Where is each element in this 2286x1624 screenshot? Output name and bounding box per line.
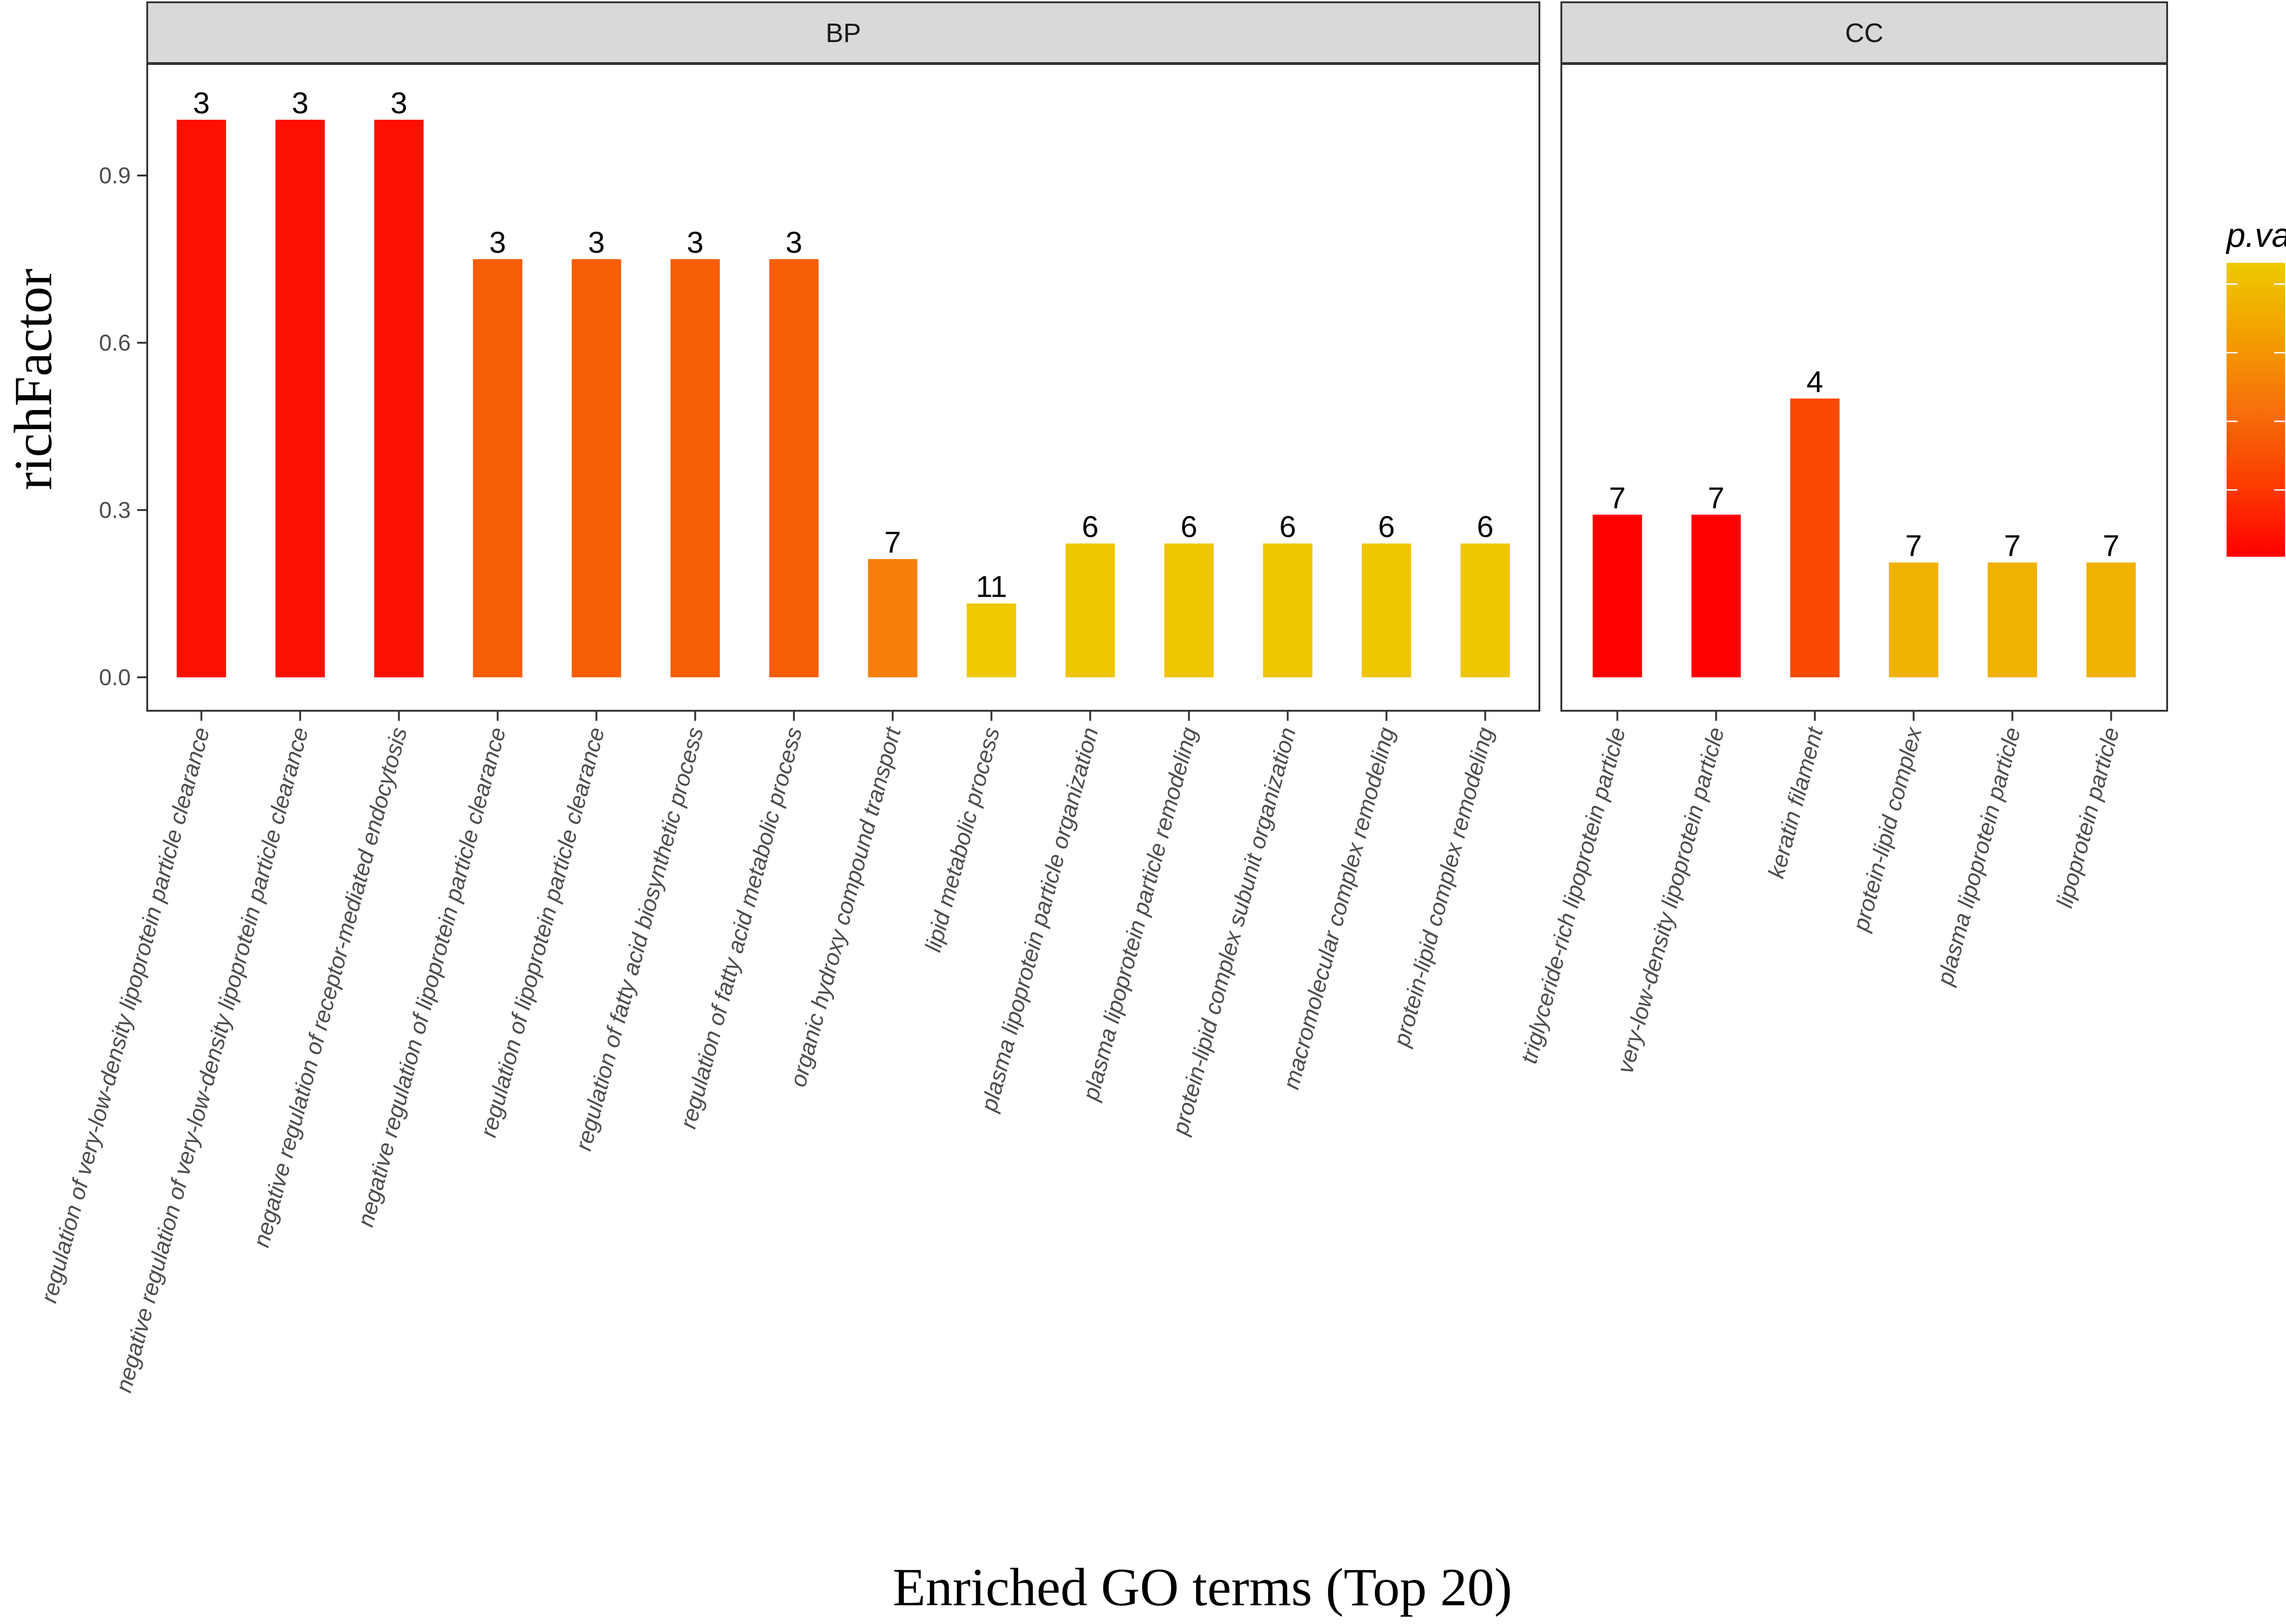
pvalue-legend: p.value 1e-042e-043e-044e-04 — [2226, 216, 2286, 557]
bar — [1889, 562, 1939, 677]
x-tick-label: keratin filament — [1763, 724, 1828, 881]
x-tick-label: plasma lipoprotein particle organization — [976, 724, 1103, 1115]
bar-count-label: 6 — [1477, 510, 1494, 543]
x-tick-label: regulation of very-low-density lipoprote… — [36, 724, 214, 1305]
x-tick-label: organic hydroxy compound transport — [785, 724, 906, 1089]
bar — [1065, 543, 1115, 677]
bar — [473, 259, 523, 677]
facet-panel-bp: BP 3 regulation of very-low-density lipopr… — [36, 1, 1540, 1395]
bar — [967, 603, 1016, 677]
x-tick-label: negative regulation of very-low-density … — [111, 724, 313, 1395]
bar — [1691, 514, 1741, 677]
x-tick-label: triglyceride-rich lipoprotein particle — [1516, 724, 1630, 1066]
bar-count-label: 3 — [785, 225, 802, 259]
x-axis-title: Enriched GO terms (Top 20) — [893, 1557, 1512, 1617]
y-tick-label: 0.9 — [99, 163, 131, 188]
y-axis-title: richFactor — [3, 269, 63, 490]
y-tick-label: 0.6 — [99, 330, 131, 356]
facet-strip-label: BP — [826, 18, 861, 48]
bar — [1263, 543, 1313, 677]
x-tick-label: regulation of fatty acid metabolic proce… — [675, 724, 807, 1131]
bar — [1460, 543, 1510, 677]
facet-strip-label: CC — [1845, 18, 1884, 48]
bar-count-label: 3 — [390, 86, 407, 120]
y-tick-label: 0.0 — [99, 665, 131, 690]
legend-colorbar — [2227, 263, 2285, 557]
bar-count-label: 6 — [1082, 510, 1099, 543]
x-tick-label: protein-lipid complex — [1848, 724, 1927, 934]
bar-count-label: 3 — [292, 86, 309, 120]
bar-count-label: 6 — [1279, 510, 1296, 543]
x-tick-label: plasma lipoprotein particle — [1932, 724, 2025, 988]
bar — [2086, 562, 2136, 677]
bar-count-label: 7 — [2004, 529, 2021, 563]
bar — [1592, 514, 1642, 677]
bar-count-label: 7 — [1609, 481, 1626, 515]
bar — [176, 119, 226, 677]
bar — [1790, 398, 1840, 677]
bar — [868, 559, 918, 677]
bar-count-label: 4 — [1806, 365, 1823, 399]
bar-count-label: 3 — [687, 225, 704, 259]
bar — [769, 259, 819, 677]
bar-count-label: 6 — [1180, 510, 1197, 543]
y-axis: 0.0 0.3 0.6 0.9 — [99, 163, 147, 690]
x-tick-label: lipoprotein particle — [2051, 724, 2124, 910]
bar-count-label: 3 — [193, 86, 210, 120]
bar — [1362, 543, 1411, 677]
x-tick-label: very-low-density lipoprotein particle — [1612, 724, 1729, 1076]
bar — [670, 259, 720, 677]
panel-border — [146, 63, 1540, 712]
x-tick-label: protein-lipid complex remodeling — [1388, 724, 1498, 1050]
bar — [275, 119, 325, 677]
bar — [572, 259, 621, 677]
bar — [1987, 562, 2037, 677]
facet-strip — [1560, 1, 2168, 64]
facet-strip — [146, 1, 1540, 64]
y-tick-label: 0.3 — [99, 497, 131, 523]
x-tick-label: macromolecular complex remodeling — [1278, 724, 1400, 1092]
bar — [374, 119, 424, 677]
facet-panel-cc: CC 7 triglyceride-rich lipoprotein particl… — [1516, 1, 2168, 1076]
bar-count-label: 7 — [2103, 529, 2120, 563]
panel-border — [1560, 63, 2168, 712]
bar-count-label: 3 — [588, 225, 605, 259]
legend-title: p.value — [2226, 216, 2286, 254]
bar — [1164, 543, 1214, 677]
bar-count-label: 11 — [976, 570, 1007, 603]
bar-count-label: 7 — [884, 525, 901, 559]
x-tick-label: plasma lipoprotein particle remodeling — [1078, 724, 1202, 1104]
bar-count-label: 7 — [1905, 529, 1922, 563]
bar-count-label: 6 — [1378, 510, 1395, 543]
bar-count-label: 3 — [489, 225, 506, 259]
x-tick-label: lipid metabolic process — [920, 724, 1004, 954]
bar-count-label: 7 — [1708, 481, 1725, 515]
